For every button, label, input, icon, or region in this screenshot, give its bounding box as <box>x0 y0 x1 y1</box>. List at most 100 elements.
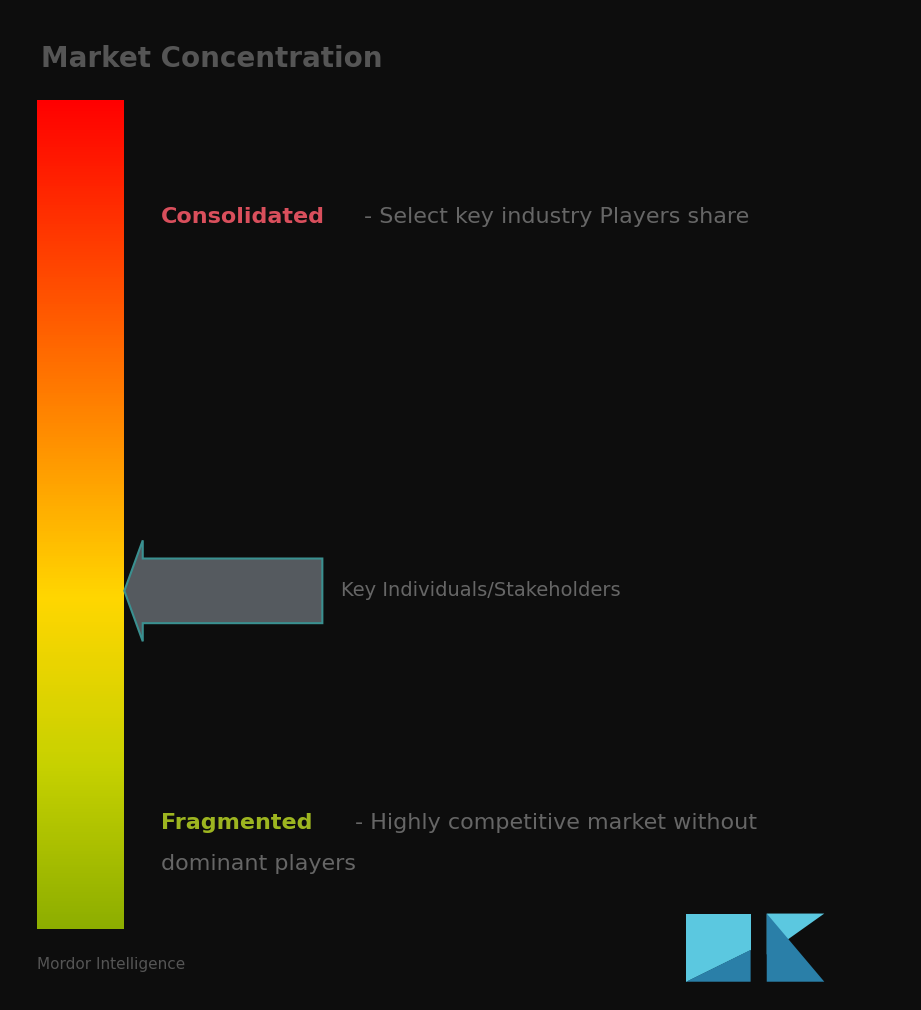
Bar <box>37 514 124 518</box>
Bar <box>37 393 124 396</box>
Bar <box>37 299 124 303</box>
Bar <box>37 348 124 352</box>
Bar <box>37 415 124 418</box>
Bar <box>37 492 124 496</box>
Bar <box>37 478 124 482</box>
Bar <box>37 243 124 247</box>
Bar <box>37 768 124 772</box>
Bar <box>37 666 124 670</box>
Bar <box>37 180 124 184</box>
Bar <box>37 506 124 510</box>
Bar <box>37 263 124 267</box>
Bar <box>37 879 124 883</box>
Bar <box>37 556 124 560</box>
Bar <box>37 498 124 501</box>
Bar <box>37 649 124 653</box>
Bar <box>37 401 124 405</box>
Bar <box>37 801 124 805</box>
Bar <box>37 371 124 375</box>
Bar <box>37 782 124 786</box>
Bar <box>37 862 124 866</box>
Bar <box>37 329 124 333</box>
Bar <box>37 892 124 896</box>
Bar <box>37 705 124 708</box>
Bar <box>37 766 124 769</box>
Bar <box>37 363 124 366</box>
Bar <box>37 412 124 416</box>
Bar <box>37 616 124 620</box>
Bar <box>37 589 124 593</box>
Bar <box>37 291 124 294</box>
Text: Mordor Intelligence: Mordor Intelligence <box>37 956 185 972</box>
Bar <box>37 334 124 338</box>
Bar <box>37 219 124 222</box>
Bar <box>37 108 124 112</box>
Bar <box>37 564 124 568</box>
Bar <box>37 167 124 170</box>
Bar <box>37 153 124 157</box>
Bar <box>37 374 124 377</box>
Polygon shape <box>686 949 751 982</box>
Bar <box>37 417 124 421</box>
Bar <box>37 122 124 126</box>
Bar <box>37 559 124 562</box>
Bar <box>37 652 124 655</box>
Bar <box>37 710 124 714</box>
Bar <box>37 379 124 383</box>
Bar <box>37 796 124 800</box>
Bar <box>37 125 124 128</box>
Bar <box>37 238 124 241</box>
Bar <box>37 873 124 877</box>
Bar <box>37 804 124 808</box>
Bar <box>37 175 124 179</box>
Bar <box>37 269 124 272</box>
Bar <box>37 447 124 451</box>
Bar <box>37 199 124 203</box>
Bar <box>37 823 124 827</box>
Bar <box>37 191 124 195</box>
Bar <box>37 357 124 361</box>
Bar <box>37 114 124 117</box>
Bar <box>37 909 124 913</box>
Bar <box>37 337 124 341</box>
Bar <box>37 146 124 150</box>
Bar <box>37 136 124 139</box>
Text: - Highly competitive market without: - Highly competitive market without <box>355 813 756 833</box>
Bar <box>37 552 124 557</box>
Bar <box>37 326 124 330</box>
Bar <box>37 434 124 437</box>
Bar <box>37 812 124 816</box>
Bar <box>37 511 124 515</box>
Bar <box>37 884 124 888</box>
Bar <box>37 484 124 488</box>
Bar <box>37 654 124 659</box>
Bar <box>37 675 124 678</box>
Bar <box>37 164 124 168</box>
Bar <box>37 390 124 394</box>
Bar <box>37 307 124 311</box>
Bar <box>37 382 124 386</box>
Bar <box>37 525 124 529</box>
Bar <box>37 274 124 278</box>
Bar <box>37 608 124 612</box>
Bar <box>37 732 124 736</box>
Bar <box>37 664 124 667</box>
Bar <box>37 707 124 711</box>
Bar <box>37 694 124 697</box>
Bar <box>37 224 124 228</box>
Bar <box>37 746 124 749</box>
Bar <box>37 530 124 534</box>
Bar <box>37 868 124 872</box>
Bar <box>37 105 124 109</box>
Bar <box>37 726 124 730</box>
Bar <box>37 321 124 324</box>
Bar <box>37 138 124 142</box>
Polygon shape <box>766 913 824 982</box>
Bar <box>37 643 124 647</box>
Bar <box>37 575 124 579</box>
Bar <box>37 788 124 791</box>
Bar <box>37 721 124 725</box>
Bar <box>37 702 124 706</box>
Bar <box>37 724 124 727</box>
Bar <box>37 293 124 297</box>
